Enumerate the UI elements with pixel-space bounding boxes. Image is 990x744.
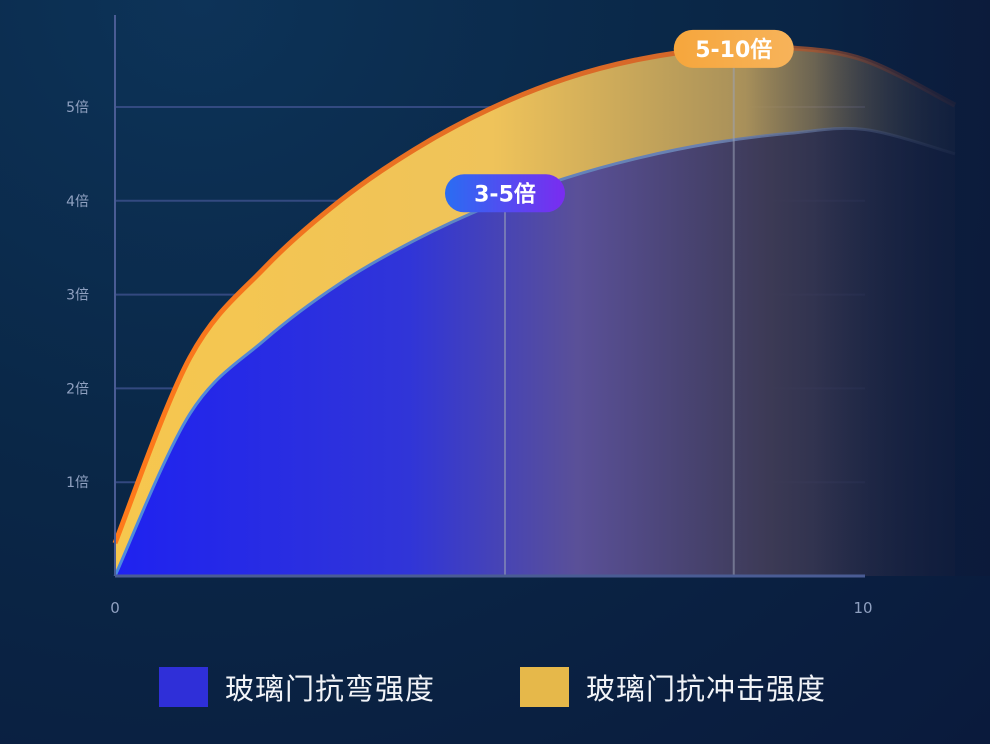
legend-swatch-impact [520,667,569,707]
x-tick-label: 10 [853,599,872,617]
y-tick-label: 2倍 [66,381,89,397]
annotation-label-orange: 5-10倍 [695,37,772,63]
legend-label-bending: 玻璃门抗弯强度 [225,672,436,706]
annotation-pill-blue [445,174,565,213]
y-tick-label: 5倍 [66,100,89,116]
legend: 玻璃门抗弯强度 玻璃门抗冲击强度 [0,666,990,708]
legend-item-impact: 玻璃门抗冲击强度 [520,666,826,708]
annotation-pill-orange [673,29,794,68]
legend-swatch-bending [159,667,208,707]
guide-lines [504,60,735,576]
right-fade [600,0,990,576]
y-tick-label: 3倍 [66,288,89,304]
x-tick-label: 0 [110,599,120,617]
y-tick-label: 1倍 [66,475,89,491]
annotations: 3-5倍 5-10倍 [445,29,794,213]
annotation-label-blue: 3-5倍 [474,181,536,207]
tick-labels: 1倍 2倍 3倍 4倍 5倍 0 10 [66,100,872,617]
legend-label-impact: 玻璃门抗冲击强度 [586,672,827,706]
legend-item-bending: 玻璃门抗弯强度 [159,666,435,708]
axes [114,15,865,578]
y-tick-label: 4倍 [66,194,89,210]
areas [112,0,990,577]
